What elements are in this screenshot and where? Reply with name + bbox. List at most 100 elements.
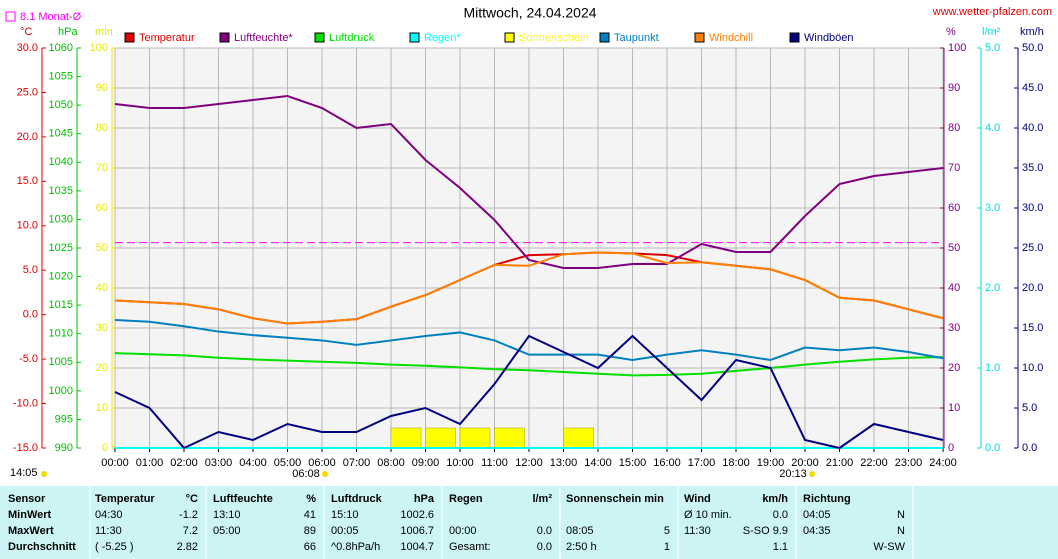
y-tick-label: 0.0 [985, 442, 1000, 454]
table-cell: 05:00 [213, 525, 241, 537]
series-line [114, 352, 944, 377]
y-tick-label: 25.0 [17, 86, 38, 98]
table-cell: 00:00 [449, 525, 477, 537]
x-tick-label: 15:00 [619, 457, 647, 469]
x-tick-label: 05:00 [274, 457, 302, 469]
table-cell: 0.0 [773, 509, 788, 521]
y-tick-label: 100 [90, 42, 108, 54]
table-cell: 1.1 [773, 541, 788, 553]
y-tick-label: 15.0 [1022, 322, 1043, 334]
table-cell: 2:50 h [566, 541, 597, 553]
series-line [114, 334, 944, 450]
legend-swatch [504, 32, 515, 43]
y-tick-label: 10 [948, 402, 960, 414]
moon-time: 14:05 [10, 467, 38, 479]
table-cell: Temperatur [95, 493, 155, 505]
y-tick-label: 15.0 [17, 175, 38, 187]
y-tick-label: 60 [948, 202, 960, 214]
table-cell: 0.0 [537, 541, 552, 553]
table-cell: Wind [684, 493, 711, 505]
x-tick-label: 01:00 [136, 457, 164, 469]
series-line [114, 319, 944, 362]
y-tick-label: 70 [96, 162, 108, 174]
y-tick-label: -5.0 [19, 353, 38, 365]
table-cell: 00:05 [331, 525, 359, 537]
y-tick-label: -15.0 [13, 442, 38, 454]
y-tick-label: 100 [948, 42, 966, 54]
table-cell: 11:30 [95, 525, 122, 537]
x-tick-label: 23:00 [895, 457, 923, 469]
x-tick-label: 18:00 [722, 457, 750, 469]
x-tick-label: 19:00 [757, 457, 785, 469]
table-cell: Luftdruck [331, 493, 383, 505]
x-tick-label: 21:00 [826, 457, 854, 469]
y-tick-label: 25.0 [1022, 242, 1043, 254]
table-cell: MinWert [8, 509, 52, 521]
y-tick-label: 30 [948, 322, 960, 334]
y-tick-label: 1030 [49, 213, 73, 225]
y-tick-label: 40 [948, 282, 960, 294]
y-tick-label: 1040 [49, 156, 73, 168]
table-cell: 04:05 [803, 509, 831, 521]
table-cell: 2.82 [177, 541, 198, 553]
table-cell: hPa [414, 493, 435, 505]
legend-swatch [219, 32, 230, 43]
table-cell: ( -5.25 ) [95, 541, 134, 553]
y-tick-label: 60 [96, 202, 108, 214]
y-tick-label: 2.0 [985, 282, 1000, 294]
x-tick-label: 00:00 [101, 457, 129, 469]
bar [425, 427, 456, 449]
table-cell: 89 [304, 525, 316, 537]
x-tick-label: 04:00 [239, 457, 267, 469]
sunrise-time: 06:08 [292, 468, 320, 480]
y-tick-label: 50 [96, 242, 108, 254]
y-tick-label: 1045 [49, 128, 73, 140]
table-cell: Sensor [8, 493, 46, 505]
x-tick-label: 06:00 [308, 457, 336, 469]
y-tick-label: 1025 [49, 242, 73, 254]
axis-unit: % [946, 26, 956, 38]
table-cell: °C [186, 493, 198, 505]
legend-swatch [409, 32, 420, 43]
legend-swatch [124, 32, 135, 43]
y-tick-label: 5.0 [985, 42, 1000, 54]
legend-label: Windchill [709, 32, 753, 44]
y-tick-label: 995 [55, 413, 73, 425]
y-tick-label: -10.0 [13, 397, 38, 409]
table-cell: 04:30 [95, 509, 123, 521]
series-line [114, 94, 944, 269]
table-cell: N [897, 525, 905, 537]
table-cell: S-SO 9.9 [743, 525, 788, 537]
legend-label: Sonnenschein [519, 32, 589, 44]
y-tick-label: 50 [948, 242, 960, 254]
y-tick-label: 20.0 [17, 131, 38, 143]
bar [563, 427, 594, 449]
y-tick-label: 0 [102, 442, 108, 454]
axis-unit: km/h [1020, 26, 1044, 38]
y-tick-label: 20 [96, 362, 108, 374]
table-cell: Regen [449, 493, 483, 505]
y-tick-label: 30.0 [1022, 202, 1043, 214]
table-cell: N [897, 509, 905, 521]
table-background [0, 486, 1058, 559]
table-cell: W-SW [873, 541, 905, 553]
x-tick-label: 13:00 [550, 457, 578, 469]
legend-label: Taupunkt [614, 32, 659, 44]
sunrise-icon [322, 471, 328, 477]
axis-unit: l/m² [982, 26, 1001, 38]
table-cell: 13:10 [213, 509, 241, 521]
y-tick-label: 35.0 [1022, 162, 1043, 174]
x-tick-label: 12:00 [515, 457, 543, 469]
y-tick-label: 20.0 [1022, 282, 1043, 294]
table-cell: ^0.8hPa/h [331, 541, 380, 553]
x-tick-label: 09:00 [412, 457, 440, 469]
y-tick-label: 40 [96, 282, 108, 294]
legend-label: Luftfeuchte* [234, 32, 293, 44]
table-cell: Sonnenschein min [566, 493, 664, 505]
series-line [114, 251, 944, 325]
legend-label: Luftdruck [329, 32, 375, 44]
month-average-icon [5, 11, 16, 22]
y-tick-label: 1.0 [985, 362, 1000, 374]
bar [390, 427, 422, 449]
